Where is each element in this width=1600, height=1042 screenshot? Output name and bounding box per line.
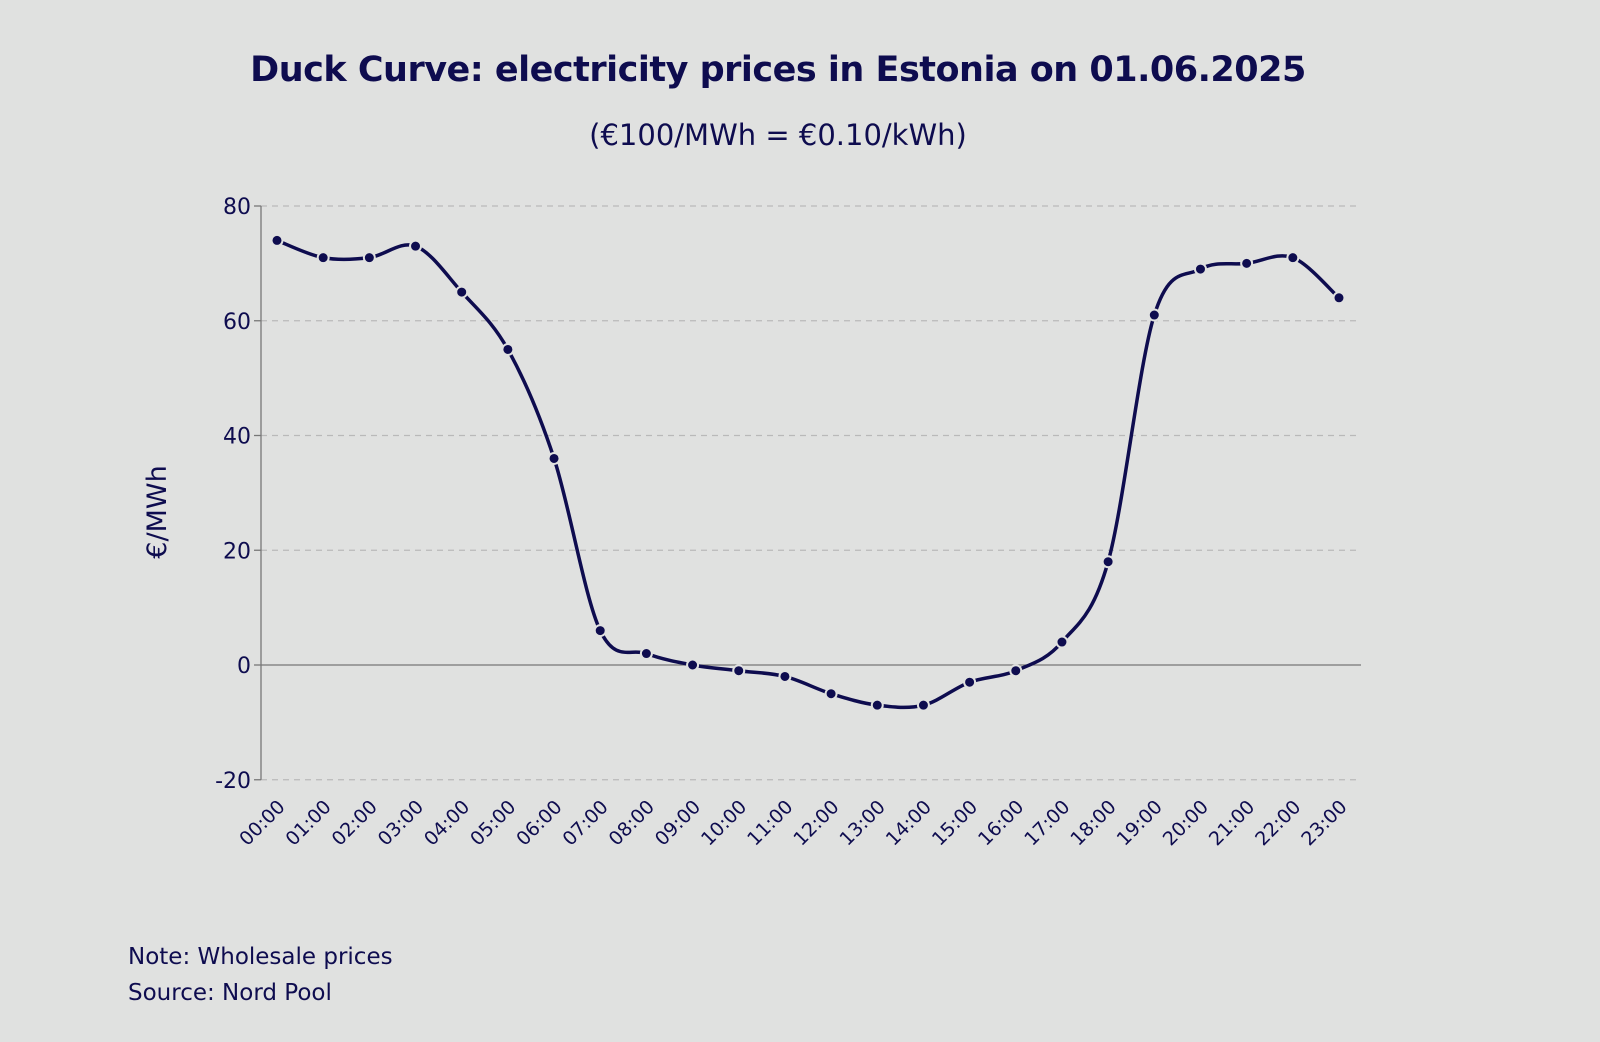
data-point — [455, 285, 469, 299]
data-point — [362, 251, 376, 265]
data-point — [1286, 251, 1300, 265]
x-tick-label: 16:00 — [974, 796, 1028, 850]
y-tick-label: -20 — [215, 769, 251, 794]
y-tick-label: 0 — [237, 654, 251, 679]
data-point — [732, 664, 746, 678]
data-point — [686, 658, 700, 672]
price-line — [276, 238, 1341, 710]
x-tick-label: 07:00 — [558, 796, 612, 850]
note-text: Note: Wholesale prices — [128, 944, 393, 970]
data-point — [409, 239, 423, 253]
data-point — [1240, 256, 1254, 270]
data-point — [1009, 664, 1023, 678]
data-point — [1055, 635, 1069, 649]
data-point — [501, 342, 515, 356]
y-tick-label: 40 — [223, 425, 251, 450]
data-point — [593, 624, 607, 638]
x-tick-label: 01:00 — [281, 796, 335, 850]
data-point — [270, 233, 284, 247]
x-tick-label: 19:00 — [1113, 796, 1167, 850]
data-point — [1332, 291, 1346, 305]
chart-subtitle: (€100/MWh = €0.10/kWh) — [589, 118, 967, 152]
x-tick-label: 11:00 — [743, 796, 797, 850]
data-point — [547, 451, 561, 465]
x-tick-label: 03:00 — [374, 796, 428, 850]
y-tick-label: 80 — [223, 195, 251, 220]
x-tick-label: 06:00 — [512, 796, 566, 850]
y-tick-label: 20 — [223, 539, 251, 564]
x-tick-label: 02:00 — [328, 796, 382, 850]
x-tick-label: 18:00 — [1066, 796, 1120, 850]
data-point — [1147, 308, 1161, 322]
data-point — [1101, 555, 1115, 569]
x-tick-label: 20:00 — [1159, 796, 1213, 850]
x-tick-label: 12:00 — [789, 796, 843, 850]
data-point — [316, 251, 330, 265]
x-tick-label: 00:00 — [235, 796, 289, 850]
x-tick-label: 23:00 — [1297, 796, 1351, 850]
data-point — [870, 698, 884, 712]
x-tick-label: 15:00 — [928, 796, 982, 850]
y-axis-label: €/MWh — [142, 465, 173, 558]
data-point — [778, 669, 792, 683]
x-tick-label: 09:00 — [651, 796, 705, 850]
data-point — [639, 647, 653, 661]
x-tick-label: 08:00 — [605, 796, 659, 850]
x-tick-label: 21:00 — [1205, 796, 1259, 850]
data-point — [916, 698, 930, 712]
data-point — [963, 675, 977, 689]
x-tick-label: 22:00 — [1251, 796, 1305, 850]
data-point — [1193, 262, 1207, 276]
x-tick-label: 10:00 — [697, 796, 751, 850]
y-tick-label: 60 — [223, 310, 251, 335]
x-tick-label: 17:00 — [1020, 796, 1074, 850]
data-point — [824, 687, 838, 701]
x-tick-label: 14:00 — [882, 796, 936, 850]
x-tick-label: 13:00 — [836, 796, 890, 850]
x-tick-label: 04:00 — [420, 796, 474, 850]
x-tick-label: 05:00 — [466, 796, 520, 850]
source-text: Source: Nord Pool — [128, 980, 332, 1006]
chart-title: Duck Curve: electricity prices in Estoni… — [250, 50, 1306, 90]
